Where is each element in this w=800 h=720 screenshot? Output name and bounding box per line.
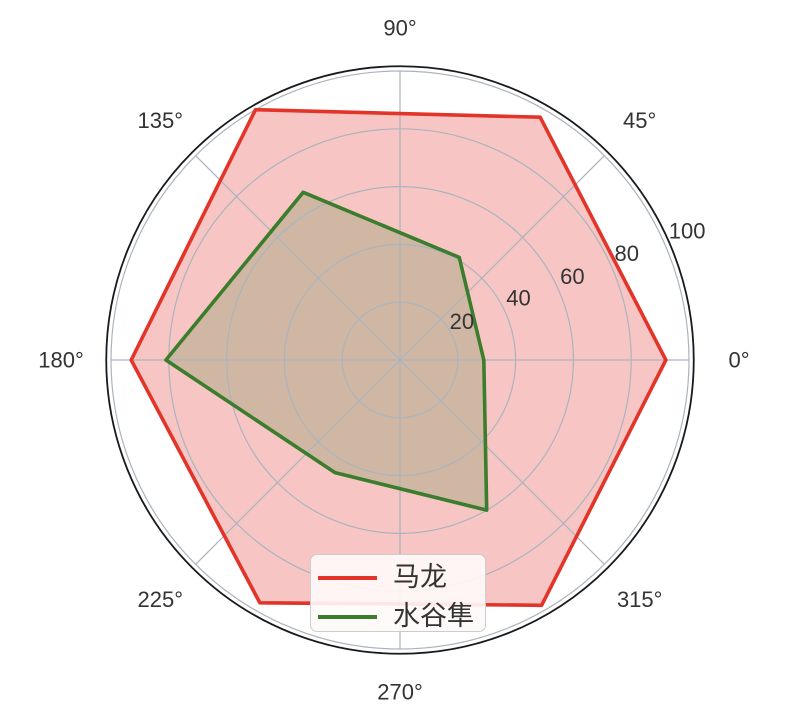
svg-text:45°: 45°	[623, 108, 656, 133]
svg-text:135°: 135°	[138, 108, 184, 133]
svg-text:100: 100	[669, 219, 706, 244]
svg-text:40: 40	[506, 286, 530, 311]
svg-text:270°: 270°	[377, 680, 423, 705]
svg-text:20: 20	[450, 309, 474, 334]
svg-text:180°: 180°	[38, 348, 84, 373]
svg-text:315°: 315°	[617, 587, 663, 612]
svg-text:80: 80	[614, 241, 638, 266]
svg-text:225°: 225°	[138, 587, 184, 612]
svg-text:0°: 0°	[728, 348, 749, 373]
svg-text:90°: 90°	[383, 16, 416, 41]
svg-text:60: 60	[560, 264, 584, 289]
